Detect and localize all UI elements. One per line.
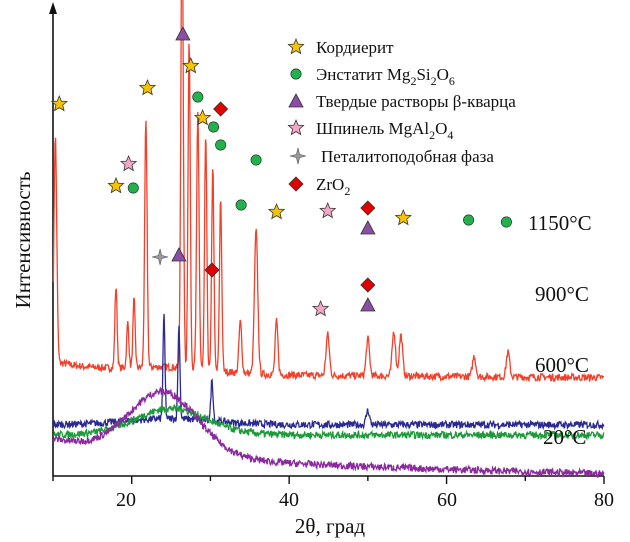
peak-marker-cordierite-6 xyxy=(182,56,200,74)
y-axis-label: Интенсивность xyxy=(11,172,35,309)
peak-marker-cordierite-0 xyxy=(50,94,68,112)
series-line-900c xyxy=(52,313,605,431)
peak-marker-petalite-21 xyxy=(152,248,169,266)
peak-marker-quartz_ss-22 xyxy=(171,247,187,262)
marker-layer xyxy=(50,26,512,317)
peak-marker-cordierite-8 xyxy=(193,108,212,126)
peak-marker-zro2-23 xyxy=(204,262,220,278)
spinel-text-a: Шпинель MgAl xyxy=(316,119,429,138)
enstatite-sub-b: 2 xyxy=(431,74,437,88)
legend-symbol-1 xyxy=(290,68,302,80)
enstatite-sub-a: 2 xyxy=(410,74,416,88)
enstatite-text-c: O xyxy=(437,65,449,84)
series-line-1150c xyxy=(52,0,605,383)
spinel-text-b: O xyxy=(435,119,447,138)
peak-marker-cordierite-4 xyxy=(138,78,157,96)
spinel-sub-a: 2 xyxy=(429,128,435,142)
spinel-sub-b: 4 xyxy=(447,128,453,142)
peak-marker-zro2-25 xyxy=(360,277,376,293)
enstatite-text-a: Энстатит Mg xyxy=(316,65,411,84)
legend-label-enstatite: Энстатит Mg2Si2O6 xyxy=(316,65,455,88)
peak-marker-spinel-15 xyxy=(319,201,337,219)
legend-symbol-5 xyxy=(288,176,304,192)
peak-marker-enstatite-11 xyxy=(215,139,227,151)
legend: Кордиерит Энстатит Mg2Si2O6 Твердые раст… xyxy=(287,37,516,198)
series-label-1150: 1150°C xyxy=(528,211,592,235)
series-label-900: 900°C xyxy=(535,282,589,306)
peak-marker-zro2-10 xyxy=(213,101,229,117)
peak-marker-spinel-24 xyxy=(312,299,330,317)
peak-marker-quartz_ss-17 xyxy=(360,220,376,235)
x-axis-label: 2θ, град xyxy=(295,514,365,538)
legend-symbol-0 xyxy=(287,37,305,55)
legend-symbol-3 xyxy=(287,118,305,136)
peak-marker-cordierite-18 xyxy=(394,208,412,226)
y-axis-arrow xyxy=(49,2,57,14)
peak-marker-cordierite-1 xyxy=(107,176,125,194)
x-tick-label-80: 80 xyxy=(594,489,614,511)
enstatite-sub-c: 6 xyxy=(449,74,455,88)
legend-symbol-2 xyxy=(288,93,304,108)
peak-marker-quartz_ss-5 xyxy=(175,26,191,41)
legend-label-spinel: Шпинель MgAl2O4 xyxy=(316,119,453,142)
peak-marker-enstatite-13 xyxy=(235,199,247,211)
zro2-text-a: ZrO xyxy=(316,175,344,194)
legend-label-zro2: ZrO2 xyxy=(316,175,350,198)
legend-label-quartz: Твердые растворы β-кварца xyxy=(316,92,516,111)
x-tick-label-60: 60 xyxy=(437,489,457,511)
series-label-600: 600°C xyxy=(535,353,589,377)
x-ticks xyxy=(52,476,605,484)
x-tick-label-40: 40 xyxy=(279,489,299,511)
peak-marker-enstatite-7 xyxy=(192,91,204,103)
enstatite-text-b: Si xyxy=(416,65,430,84)
peak-marker-enstatite-12 xyxy=(250,154,262,166)
peak-marker-spinel-3 xyxy=(120,154,138,172)
legend-label-petalite: Петалитоподобная фаза xyxy=(321,147,494,166)
peak-marker-cordierite-14 xyxy=(267,202,286,220)
series-layer xyxy=(52,0,605,479)
series-line-20c xyxy=(52,386,605,479)
series-label-20: 20°C xyxy=(543,425,586,449)
legend-label-cordierite: Кордиерит xyxy=(316,38,394,57)
legend-symbols xyxy=(287,37,307,192)
peak-marker-enstatite-2 xyxy=(127,182,139,194)
x-tick-label-20: 20 xyxy=(116,489,136,511)
series-line-600c xyxy=(52,404,605,441)
zro2-sub-a: 2 xyxy=(344,184,350,198)
peak-marker-enstatite-9 xyxy=(208,121,220,133)
legend-symbol-4 xyxy=(289,147,307,165)
peak-marker-quartz_ss-26 xyxy=(360,297,376,312)
peak-marker-zro2-16 xyxy=(360,200,376,216)
peak-marker-enstatite-19 xyxy=(463,214,475,226)
axes xyxy=(49,2,604,477)
peak-marker-enstatite-20 xyxy=(500,216,512,228)
